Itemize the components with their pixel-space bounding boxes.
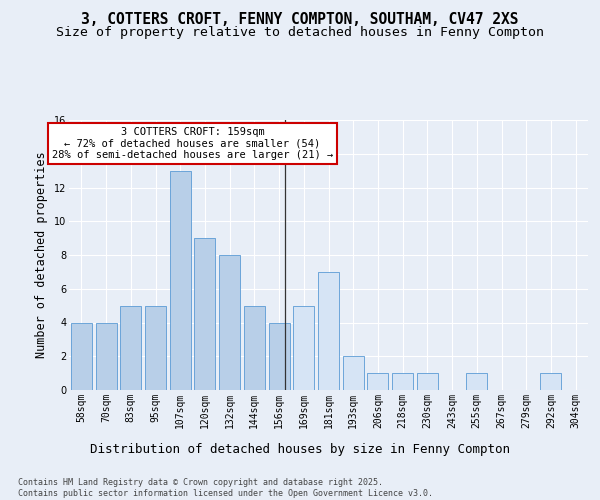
Text: Size of property relative to detached houses in Fenny Compton: Size of property relative to detached ho… bbox=[56, 26, 544, 39]
Bar bbox=[71, 322, 92, 390]
Y-axis label: Number of detached properties: Number of detached properties bbox=[35, 152, 48, 358]
Text: 3 COTTERS CROFT: 159sqm
← 72% of detached houses are smaller (54)
28% of semi-de: 3 COTTERS CROFT: 159sqm ← 72% of detache… bbox=[52, 126, 333, 160]
Bar bbox=[244, 306, 265, 390]
Bar bbox=[170, 170, 191, 390]
Bar bbox=[417, 373, 438, 390]
Bar bbox=[343, 356, 364, 390]
Text: Contains HM Land Registry data © Crown copyright and database right 2025.
Contai: Contains HM Land Registry data © Crown c… bbox=[18, 478, 433, 498]
Bar bbox=[145, 306, 166, 390]
Bar bbox=[541, 373, 562, 390]
Bar bbox=[95, 322, 116, 390]
Text: 3, COTTERS CROFT, FENNY COMPTON, SOUTHAM, CV47 2XS: 3, COTTERS CROFT, FENNY COMPTON, SOUTHAM… bbox=[81, 12, 519, 28]
Bar bbox=[194, 238, 215, 390]
Bar bbox=[219, 255, 240, 390]
Bar bbox=[367, 373, 388, 390]
Bar bbox=[269, 322, 290, 390]
Bar bbox=[318, 272, 339, 390]
Bar bbox=[293, 306, 314, 390]
Bar bbox=[120, 306, 141, 390]
Bar bbox=[392, 373, 413, 390]
Bar bbox=[466, 373, 487, 390]
Text: Distribution of detached houses by size in Fenny Compton: Distribution of detached houses by size … bbox=[90, 442, 510, 456]
